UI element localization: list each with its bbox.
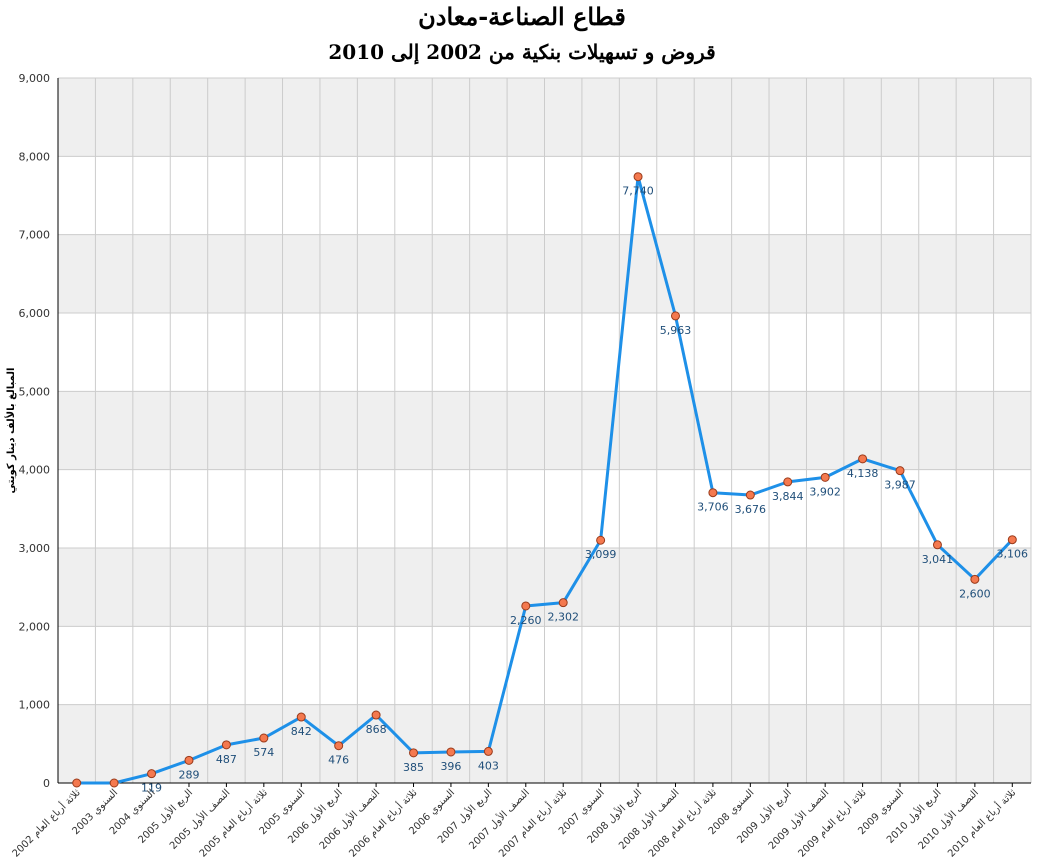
data-point bbox=[745, 490, 755, 500]
chart-subtitle: قروض و تسهيلات بنكية من 2002 إلى 2010 bbox=[328, 40, 716, 64]
data-label: 289 bbox=[178, 768, 199, 781]
y-tick-label: 3,000 bbox=[19, 542, 51, 555]
data-label: 385 bbox=[403, 761, 424, 774]
data-label: 2,600 bbox=[959, 587, 991, 600]
data-label: 396 bbox=[440, 760, 461, 773]
x-tick-label: ثلاثة أرباع العام 2005 bbox=[196, 786, 270, 860]
series-line bbox=[76, 175, 1014, 785]
data-point bbox=[708, 488, 718, 498]
data-label: 7,740 bbox=[622, 185, 654, 198]
data-point bbox=[895, 466, 905, 476]
data-point bbox=[221, 740, 231, 750]
x-tick-label: ثلاثة أرباع العام 2009 bbox=[795, 786, 869, 860]
data-point bbox=[970, 574, 980, 584]
data-label: 476 bbox=[328, 754, 349, 767]
data-label: 3,902 bbox=[809, 485, 841, 498]
data-point bbox=[109, 778, 119, 788]
data-label: 3,676 bbox=[735, 503, 767, 516]
data-point bbox=[483, 746, 493, 756]
data-point bbox=[446, 747, 456, 757]
y-tick-label: 7,000 bbox=[19, 229, 51, 242]
y-axis-title: المبالغ بالألف دينار كويتي bbox=[4, 368, 17, 494]
data-label: 842 bbox=[291, 725, 312, 738]
data-label: 119 bbox=[141, 782, 162, 795]
y-tick-label: 6,000 bbox=[19, 307, 51, 320]
data-point bbox=[184, 755, 194, 765]
x-tick-label: ثلاثة أرباع العام 2006 bbox=[346, 786, 420, 860]
y-tick-label: 9,000 bbox=[19, 72, 51, 85]
data-point bbox=[932, 540, 942, 550]
data-point bbox=[371, 710, 381, 720]
x-tick-label: ثلاثة أرباع العام 2002 bbox=[9, 786, 83, 860]
data-label: 403 bbox=[478, 759, 499, 772]
x-tick-label: ثلاثة أرباع العام 2007 bbox=[496, 786, 570, 860]
data-point bbox=[259, 733, 269, 743]
data-point bbox=[1007, 535, 1017, 545]
data-label: 574 bbox=[253, 746, 274, 759]
data-label: 5,963 bbox=[660, 324, 692, 337]
y-tick-label: 8,000 bbox=[19, 150, 51, 163]
data-label: 3,041 bbox=[922, 553, 954, 566]
y-tick-label: 0 bbox=[43, 777, 50, 790]
data-point bbox=[521, 601, 531, 611]
data-label: 3,099 bbox=[585, 548, 617, 561]
data-point bbox=[783, 477, 793, 487]
data-point bbox=[147, 769, 157, 779]
data-point bbox=[633, 172, 643, 182]
data-point bbox=[858, 454, 868, 464]
data-label: 2,302 bbox=[547, 611, 579, 624]
x-tick-label: ثلاثة أرباع العام 2008 bbox=[645, 786, 719, 860]
data-point bbox=[72, 778, 82, 788]
data-point bbox=[334, 741, 344, 751]
data-label: 2,260 bbox=[510, 614, 542, 627]
data-point bbox=[670, 311, 680, 321]
data-label: 3,844 bbox=[772, 490, 804, 503]
chart-title: قطاع الصناعة-معادن bbox=[418, 2, 626, 31]
data-label: 4,138 bbox=[847, 467, 879, 480]
data-point bbox=[296, 712, 306, 722]
data-point bbox=[596, 535, 606, 545]
data-label: 487 bbox=[216, 753, 237, 766]
data-label: 868 bbox=[366, 723, 387, 736]
data-label: 3,706 bbox=[697, 501, 729, 514]
y-tick-label: 2,000 bbox=[19, 620, 51, 633]
data-point bbox=[409, 748, 419, 758]
y-tick-label: 5,000 bbox=[19, 385, 51, 398]
data-point bbox=[820, 472, 830, 482]
y-tick-label: 1,000 bbox=[19, 699, 51, 712]
data-point bbox=[558, 598, 568, 608]
y-tick-label: 4,000 bbox=[19, 464, 51, 477]
x-tick-label: ثلاثة أرباع العام 2010 bbox=[945, 786, 1019, 860]
data-label: 3,987 bbox=[884, 479, 916, 492]
data-label: 3,106 bbox=[997, 548, 1029, 561]
